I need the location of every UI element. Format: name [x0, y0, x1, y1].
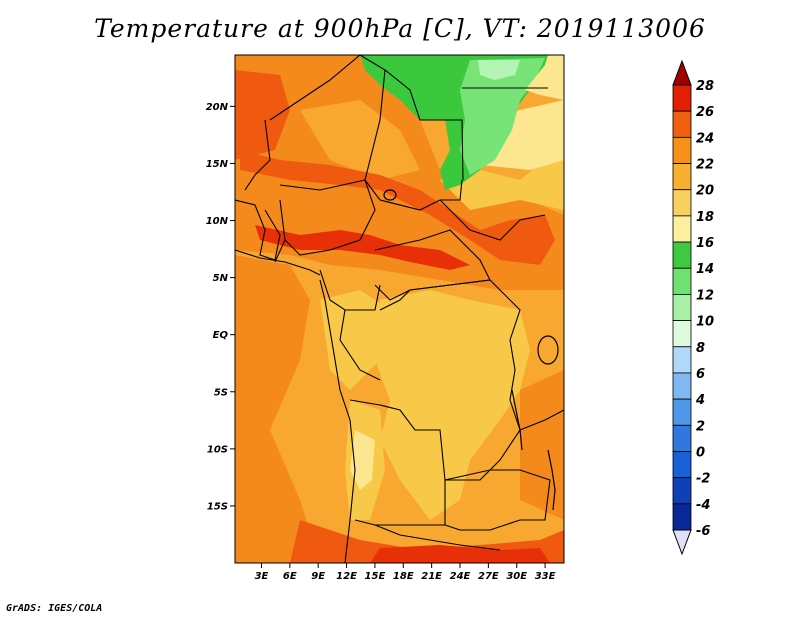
- field-22-north: [300, 100, 420, 180]
- colorbar-segment: [672, 320, 692, 348]
- colorbar-label: 2: [696, 419, 705, 434]
- lon-tick-label: 18E: [393, 571, 414, 582]
- colorbar-label: 8: [696, 341, 705, 356]
- lon-tick-label: 33E: [535, 571, 556, 582]
- colorbar-over-arrow: [672, 59, 692, 86]
- field-24-east: [520, 370, 564, 520]
- colorbar-label: 28: [696, 79, 714, 94]
- lon-tick-label: 15E: [365, 571, 386, 582]
- colorbar-label: 10: [696, 315, 714, 330]
- colorbar-segment: [672, 398, 692, 426]
- border-angola: [349, 399, 446, 526]
- border-niger-chad: [364, 69, 386, 201]
- colorbar-under-arrow: [672, 529, 692, 556]
- border-drc-north: [379, 279, 521, 341]
- colorbar-segment: [672, 477, 692, 505]
- colorbar-label: 14: [696, 262, 714, 277]
- lon-tick-label: 9E: [311, 571, 325, 582]
- border-west: [235, 199, 281, 261]
- field-26-sahel: [240, 150, 555, 265]
- field-18-south: [350, 430, 375, 490]
- field-28-south: [370, 545, 550, 563]
- colorbar-label: -2: [696, 472, 710, 487]
- border-gabon-congo: [339, 309, 381, 381]
- border-ghana: [274, 199, 286, 263]
- border-zambia: [444, 469, 551, 531]
- lon-tick-label: 30E: [506, 571, 527, 582]
- colorbar-label: 4: [695, 393, 705, 408]
- field-20-ne: [440, 150, 564, 210]
- colorbar-label: 22: [696, 158, 714, 173]
- colorbar-segment: [672, 189, 692, 217]
- lat-tick-label: EQ: [213, 330, 229, 341]
- field-20-west: [320, 290, 390, 390]
- lat-tick-label: 15S: [207, 501, 228, 512]
- colorbar-label: 18: [696, 210, 714, 225]
- colorbar-label: 12: [696, 288, 714, 303]
- lon-tick-label: 3E: [255, 571, 269, 582]
- field-28-band: [255, 225, 470, 270]
- colorbar-segment: [672, 163, 692, 191]
- lake-victoria: [537, 335, 559, 365]
- lakes: [383, 189, 559, 511]
- colorbar-label: 20: [696, 184, 714, 199]
- border-mali-mauritania: [244, 119, 271, 191]
- longitude-axis: 3E 6E 9E 12E 15E 18E 21E 24E 27E 30E 33E: [255, 563, 556, 582]
- lake-malawi: [547, 449, 556, 511]
- lake-tanganyika: [511, 389, 523, 451]
- field-26-nw: [235, 70, 290, 160]
- lat-tick-label: 5N: [213, 273, 229, 284]
- field-10-ne: [478, 60, 520, 80]
- map-title: Temperature at 900hPa [C], VT: 201911300…: [94, 14, 706, 43]
- colorbar-segment: [672, 346, 692, 374]
- map-frame: [234, 54, 565, 564]
- border-sudan-ss: [439, 199, 546, 241]
- border-coastline-west: [319, 279, 356, 563]
- colorbar-segment: [672, 503, 692, 531]
- colorbar-segment: [672, 451, 692, 479]
- border-coast-gulf: [235, 249, 321, 276]
- grads-credit: GrADS: IGES/COLA: [6, 603, 103, 614]
- lat-tick-label: 10S: [207, 444, 228, 455]
- lon-tick-label: 6E: [283, 571, 297, 582]
- colorbar-segment: [672, 84, 692, 112]
- colorbar-label: 16: [696, 236, 714, 251]
- lon-tick-label: 12E: [336, 571, 357, 582]
- temperature-field: [235, 55, 564, 563]
- colorbar-segment: [672, 372, 692, 400]
- border-tanzania: [519, 409, 564, 431]
- lat-tick-label: 15N: [206, 159, 229, 170]
- lat-tick-label: 10N: [206, 216, 229, 227]
- colorbar-segment: [672, 136, 692, 164]
- lat-tick-label: 5S: [214, 387, 228, 398]
- latitude-axis: 20N 15N 10N 5N EQ 5S 10S 15S: [206, 102, 235, 512]
- colorbar-segment: [672, 294, 692, 321]
- field-24-west: [235, 255, 320, 563]
- field-18-edge: [525, 55, 564, 100]
- colorbar-label: -6: [696, 524, 710, 539]
- border-mali-niger: [269, 55, 361, 121]
- field-12-ne: [460, 58, 545, 175]
- colorbar-segment: [672, 267, 692, 295]
- lat-tick-label: 20N: [206, 102, 229, 113]
- lake-chad: [383, 189, 397, 201]
- colorbar-label: 0: [696, 445, 705, 460]
- colorbar-label: 24: [696, 131, 714, 146]
- colorbar-segment: [672, 241, 692, 269]
- lon-tick-label: 27E: [478, 571, 499, 582]
- border-nigeria: [279, 179, 376, 256]
- colorbar-segment: [672, 215, 692, 243]
- colorbar-label: 26: [696, 105, 714, 120]
- colorbar-segment: [672, 110, 692, 138]
- field-20-center: [375, 290, 530, 520]
- lon-tick-label: 21E: [421, 571, 442, 582]
- border-libya-chad: [359, 55, 464, 181]
- border-namibia: [374, 524, 501, 551]
- colorbar-segment: [672, 424, 692, 452]
- colorbar-label: 6: [696, 367, 705, 382]
- colorbar-label: -4: [696, 498, 710, 513]
- lon-tick-label: 24E: [450, 571, 471, 582]
